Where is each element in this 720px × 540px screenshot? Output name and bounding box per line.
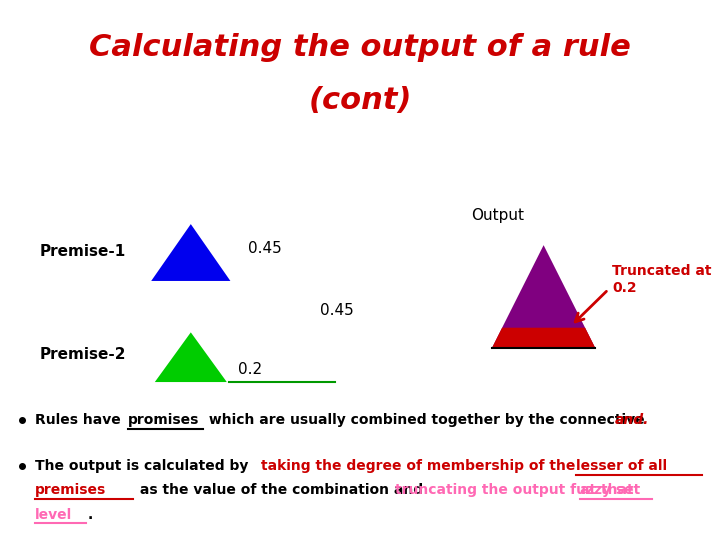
FancyArrowPatch shape [575, 291, 606, 322]
Text: lesser of all: lesser of all [576, 460, 667, 473]
Text: Premise-2: Premise-2 [40, 347, 126, 362]
Polygon shape [151, 224, 230, 281]
Polygon shape [155, 332, 227, 382]
Text: as the value of the combination and: as the value of the combination and [135, 483, 428, 497]
Polygon shape [492, 245, 595, 348]
Text: Output: Output [472, 208, 525, 223]
Text: Rules have: Rules have [35, 413, 125, 427]
Text: which are usually combined together by the connective: which are usually combined together by t… [204, 413, 650, 427]
Text: (cont): (cont) [308, 86, 412, 116]
Text: at that: at that [580, 483, 634, 497]
Text: 0.2: 0.2 [612, 281, 636, 295]
Text: Calculating the output of a rule: Calculating the output of a rule [89, 33, 631, 62]
Text: promises: promises [128, 413, 199, 427]
Text: level: level [35, 508, 72, 522]
Text: 0.45: 0.45 [248, 241, 282, 255]
Text: truncating the output fuzzy set: truncating the output fuzzy set [395, 483, 644, 497]
Text: 0.45: 0.45 [320, 303, 354, 318]
Text: .: . [88, 508, 93, 522]
Text: taking the degree of membership of the: taking the degree of membership of the [261, 460, 580, 473]
Text: Premise-1: Premise-1 [40, 244, 126, 259]
Text: premises: premises [35, 483, 106, 497]
Text: Truncated at: Truncated at [612, 264, 711, 278]
Text: 0.2: 0.2 [238, 362, 262, 377]
Text: and.: and. [615, 413, 649, 427]
Polygon shape [492, 328, 595, 348]
Text: The output is calculated by: The output is calculated by [35, 460, 253, 473]
